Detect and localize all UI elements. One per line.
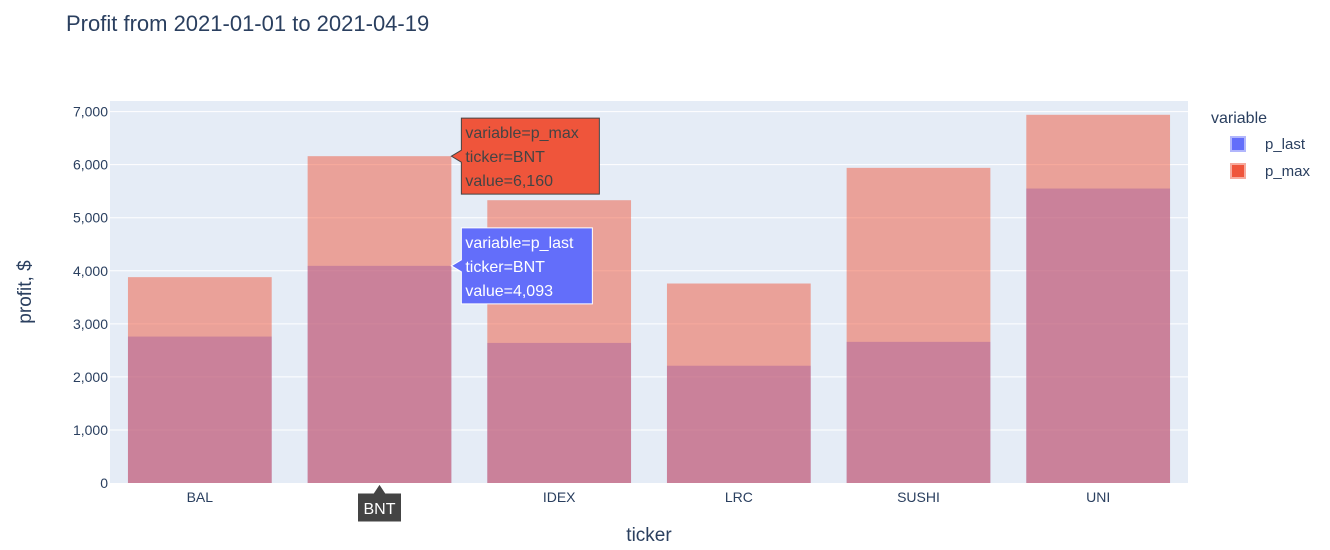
gridlines — [110, 111, 1188, 431]
legend: variable p_last p_max — [1211, 110, 1311, 180]
x-tick-label: LRC — [725, 489, 753, 505]
hover-label-line: variable=p_last — [465, 235, 574, 252]
legend-title: variable — [1211, 110, 1267, 127]
x-axis-ticks: BALBNTIDEXLRCSUSHIUNI — [187, 489, 1111, 505]
y-tick-label: 3,000 — [73, 316, 108, 332]
y-tick-label: 4,000 — [73, 263, 108, 279]
legend-swatch-inner — [1232, 138, 1244, 150]
x-tick-label: IDEX — [543, 489, 576, 505]
x-tick-label: BAL — [187, 489, 214, 505]
y-axis-title: profit, $ — [15, 260, 36, 324]
hover-label-line: value=4,093 — [465, 283, 553, 300]
legend-label-p_max[interactable]: p_max — [1265, 163, 1311, 180]
x-hover-label-box — [357, 483, 402, 523]
x-tick-label: SUSHI — [897, 489, 940, 505]
hover-label-line: value=6,160 — [465, 173, 553, 190]
y-tick-label: 6,000 — [73, 157, 108, 173]
x-hover-label: BNT — [357, 483, 402, 523]
chart-title: Profit from 2021-01-01 to 2021-04-19 — [66, 11, 429, 36]
x-axis-title: ticker — [626, 525, 672, 546]
hover-label-line: ticker=BNT — [465, 149, 545, 166]
y-tick-label: 1,000 — [73, 422, 108, 438]
hover-label-line: ticker=BNT — [465, 259, 545, 276]
x-tick-label: UNI — [1086, 489, 1110, 505]
y-axis-ticks: 0 1,000 2,000 3,000 4,000 5,000 6,000 7,000 — [73, 104, 108, 491]
legend-label-p_last[interactable]: p_last — [1265, 136, 1306, 153]
legend-swatch-inner — [1232, 165, 1244, 177]
hover-label-box — [450, 117, 600, 195]
bar-p_max-bnt[interactable] — [307, 156, 452, 483]
hover-label-p_max: variable=p_max ticker=BNT value=6,160 — [450, 117, 600, 195]
bar-p_max-uni[interactable] — [1026, 114, 1171, 484]
bar-p_max-lrc[interactable] — [666, 283, 811, 483]
bar-p_max-sushi[interactable] — [846, 167, 991, 483]
y-tick-label: 7,000 — [73, 104, 108, 120]
hover-label-line: variable=p_max — [465, 125, 578, 142]
hover-labels: variable=p_maxticker=BNTvalue=6,160varia… — [357, 117, 600, 523]
y-tick-label: 5,000 — [73, 210, 108, 226]
hover-label-p_last: variable=p_last ticker=BNT value=4,093 — [450, 227, 593, 305]
bars[interactable] — [127, 114, 1171, 484]
hover-label-box — [450, 227, 593, 305]
bar-p_max-bal[interactable] — [127, 277, 272, 483]
y-tick-label: 2,000 — [73, 369, 108, 385]
x-hover-label-text: BNT — [364, 501, 396, 518]
y-tick-label: 0 — [100, 475, 108, 491]
